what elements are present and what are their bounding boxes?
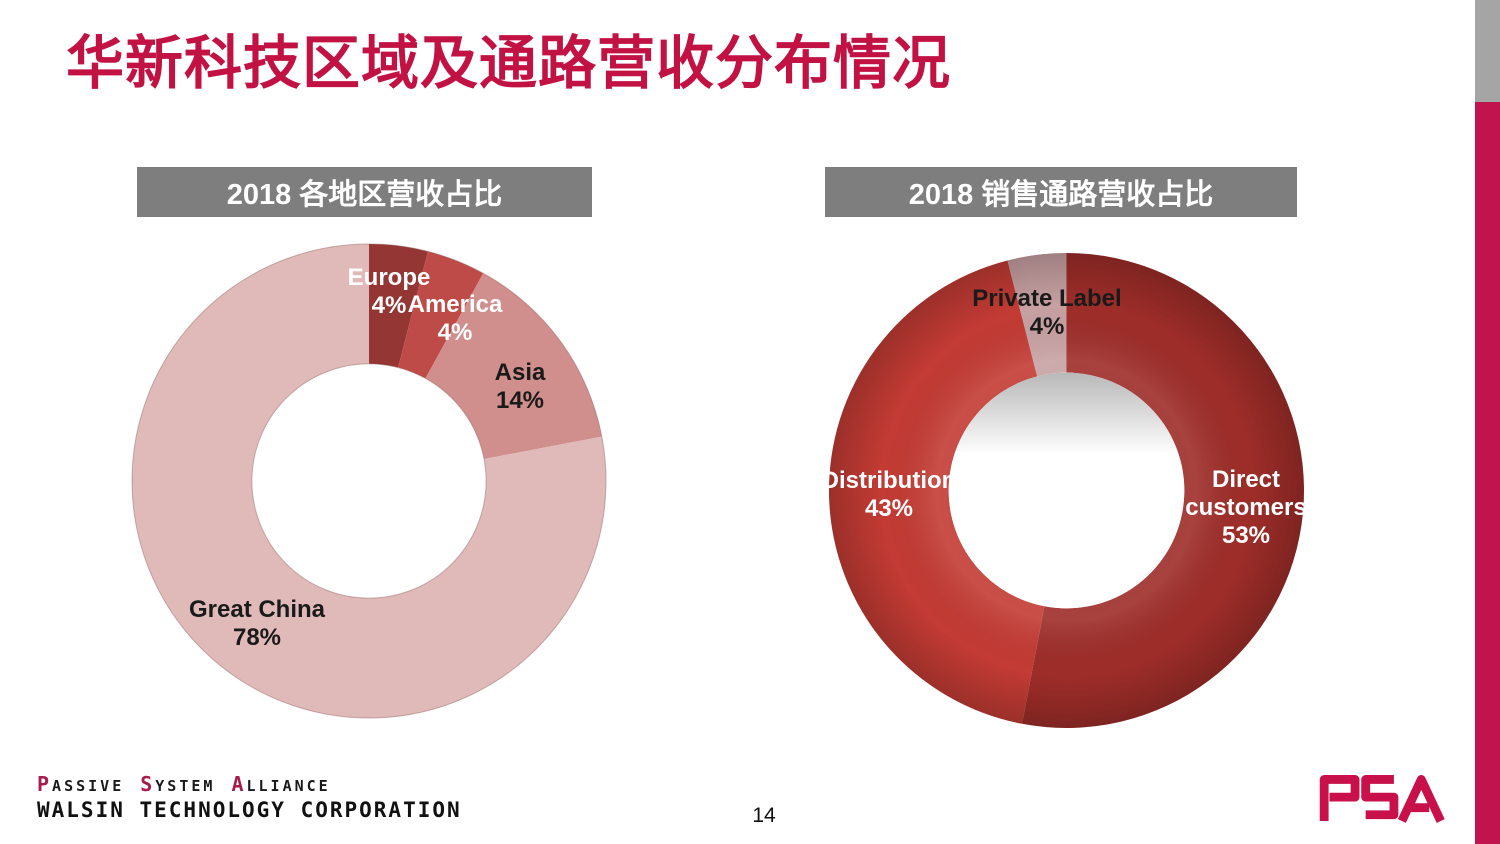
edge-stripe-top: [1475, 0, 1500, 102]
outer-outline: [131, 243, 607, 719]
chart-label-great-china: Great China 78%: [188, 596, 326, 651]
psa-logo-icon: [1319, 775, 1445, 823]
right-chart-header: 2018 销售通路营收占比: [825, 167, 1297, 217]
alliance-word: SYSTEM: [140, 772, 216, 796]
company-text: WALSIN TECHNOLOGY CORPORATION: [37, 798, 462, 822]
chart-label-direct-customers: Direct customers 53%: [1185, 466, 1307, 549]
slice-america: [398, 251, 484, 379]
alliance-word: ALLIANCE: [231, 772, 331, 796]
chart-label-asia: Asia 14%: [494, 359, 546, 414]
channel-donut-chart: Direct customers 53% Distribution 43% Privat…: [822, 252, 1307, 729]
left-chart-header: 2018 各地区营收占比: [137, 167, 592, 217]
alliance-word: PASSIVE: [37, 772, 125, 796]
chart-label-america: America 4%: [407, 291, 503, 346]
alliance-text: PASSIVE SYSTEM ALLIANCE: [37, 772, 462, 796]
slice-asia: [425, 273, 602, 460]
page-number: 14: [752, 804, 776, 827]
hole-inner-shadow: [948, 372, 1185, 609]
slice-great-china: [131, 244, 606, 718]
region-donut-chart: Europe 4% America 4% Asia 14% Great China 78%: [131, 243, 607, 719]
footer-logo: PASSIVE SYSTEM ALLIANCE WALSIN TECHNOLOGY …: [37, 772, 462, 822]
chart-label-distribution: Distribution 43%: [821, 467, 957, 522]
chart-label-europe: Europe 4%: [347, 264, 431, 319]
edge-stripe: [1475, 102, 1500, 844]
page-title: 华新科技区域及通路营收分布情况: [66, 31, 952, 96]
slice-europe: [369, 244, 428, 368]
donut-hole: [251, 363, 487, 599]
chart-label-private-label: Private Label 4%: [972, 285, 1122, 340]
